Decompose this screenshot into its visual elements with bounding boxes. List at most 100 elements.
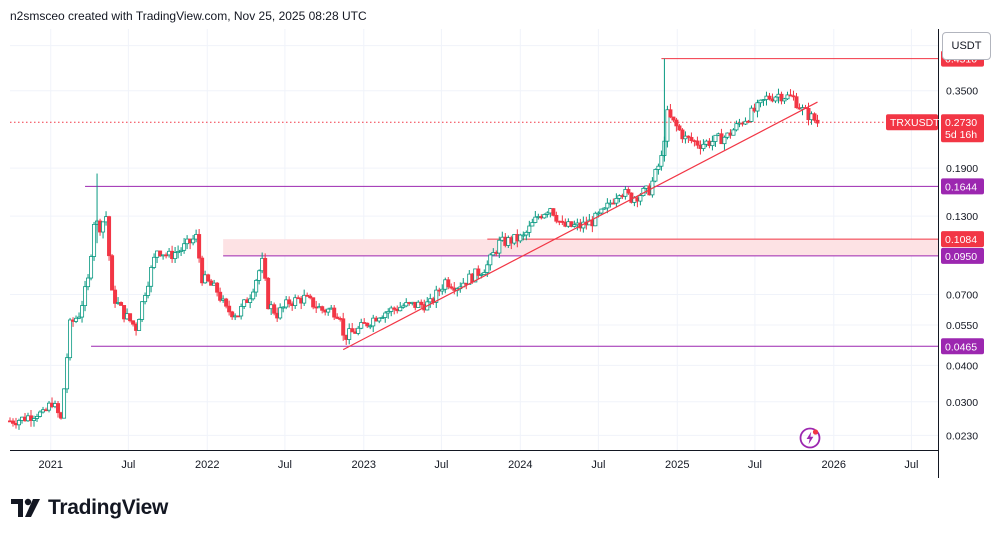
candle <box>446 276 451 290</box>
candle <box>293 294 298 309</box>
candle <box>119 301 124 306</box>
candle <box>401 303 406 309</box>
currency-unit-label[interactable]: USDT <box>942 32 991 60</box>
candle-body <box>131 320 136 325</box>
candle <box>386 308 391 319</box>
candle <box>404 298 409 308</box>
candle-body <box>383 312 388 318</box>
candle-body <box>449 286 454 289</box>
candle-body <box>239 306 244 317</box>
candle-body <box>77 316 82 319</box>
candle-body <box>596 212 601 215</box>
candle <box>113 285 118 308</box>
candle-body <box>215 282 220 293</box>
level-badge-text: 0.0950 <box>945 251 977 263</box>
candle-body <box>86 277 91 288</box>
candle <box>701 139 706 152</box>
candle-body <box>518 234 523 242</box>
candle-body <box>533 216 538 223</box>
candle-body <box>758 99 763 104</box>
candle <box>248 294 253 309</box>
candle <box>164 252 169 259</box>
candle-body <box>311 297 316 308</box>
candle-body <box>254 279 259 293</box>
candle <box>812 112 817 122</box>
candle <box>239 303 244 320</box>
candle <box>362 318 367 324</box>
candle-body <box>335 316 340 319</box>
level-badge-bg <box>941 338 984 355</box>
candle <box>86 274 91 291</box>
candle-body <box>434 289 439 303</box>
candle-body <box>680 129 685 140</box>
candle <box>734 120 739 132</box>
candle-body <box>659 155 664 167</box>
candle <box>377 317 382 324</box>
level-badge: 0.1084 <box>941 231 984 248</box>
candle <box>371 314 376 333</box>
candle <box>146 281 151 299</box>
x-tick-label: 2025 <box>665 459 689 471</box>
candle <box>149 265 154 293</box>
candle <box>92 221 97 261</box>
candle <box>614 193 619 208</box>
candle <box>593 211 598 227</box>
candle <box>497 236 502 259</box>
candle-body <box>80 305 85 318</box>
candle-body <box>446 279 451 288</box>
candle <box>722 135 727 150</box>
candle <box>773 95 778 104</box>
candle-body <box>308 295 313 299</box>
candle-body <box>356 327 361 334</box>
candle-body <box>668 109 673 118</box>
candle-body <box>419 301 424 305</box>
candle <box>365 322 370 329</box>
candle-body <box>83 286 88 307</box>
candle <box>242 299 247 310</box>
candle-body <box>794 96 799 109</box>
candle <box>140 301 145 323</box>
lightning-icon[interactable] <box>799 427 821 449</box>
candle <box>605 198 610 214</box>
candle <box>527 220 532 238</box>
candle <box>80 300 85 323</box>
candle <box>368 324 373 330</box>
candle <box>182 238 187 254</box>
x-tick-label: 2024 <box>508 459 532 471</box>
candle <box>713 134 718 147</box>
candle <box>176 245 181 259</box>
x-tick-label: 2021 <box>38 459 62 471</box>
candle <box>347 323 352 345</box>
symbol-badge-text: TRXUSDT <box>890 117 940 129</box>
candle-body <box>326 308 331 313</box>
countdown-text: 5d 16h <box>945 129 977 141</box>
candle <box>434 285 439 309</box>
candle <box>686 135 691 143</box>
candle <box>551 208 556 217</box>
candle-body <box>476 268 481 276</box>
candle-body <box>152 256 157 268</box>
candle <box>731 128 736 136</box>
candle <box>665 105 670 148</box>
candle-body <box>488 254 493 266</box>
candle-body <box>713 134 718 142</box>
candle <box>191 235 196 246</box>
candle-body <box>74 317 79 322</box>
candle <box>524 230 529 241</box>
candle-body <box>569 221 574 227</box>
trendline <box>342 101 818 351</box>
candle <box>602 207 607 210</box>
y-tick-label: 0.0230 <box>946 430 978 442</box>
candle-body <box>140 301 145 320</box>
candle-body <box>224 298 229 307</box>
candle <box>758 99 763 108</box>
candle <box>788 89 793 97</box>
candle <box>779 91 784 105</box>
candle <box>62 388 67 419</box>
candle <box>689 132 694 144</box>
candle <box>545 211 550 218</box>
candle-body <box>779 93 784 102</box>
candle <box>35 413 40 422</box>
candle <box>749 105 754 123</box>
